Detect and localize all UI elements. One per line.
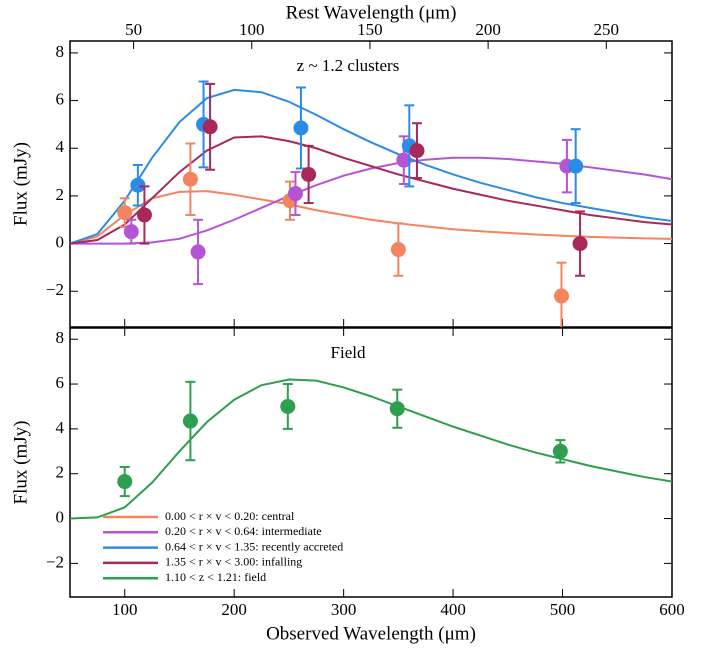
data-point bbox=[389, 401, 405, 417]
legend-label: 1.35 < r × v < 3.00: infalling bbox=[165, 555, 302, 569]
y-tick-label: 0 bbox=[56, 507, 65, 526]
legend-label: 1.10 < z < 1.21: field bbox=[165, 570, 266, 584]
model-curve bbox=[69, 190, 673, 245]
y-tick-label: 2 bbox=[56, 463, 65, 482]
model-curve bbox=[69, 135, 673, 245]
y-tick-label: 6 bbox=[56, 373, 65, 392]
data-point bbox=[390, 242, 406, 258]
x-tick-label: 300 bbox=[331, 600, 357, 619]
y-tick-label: −2 bbox=[46, 280, 64, 299]
y-tick-label: 0 bbox=[56, 232, 65, 251]
y-axis-label: Flux (mJy) bbox=[10, 142, 31, 226]
panel-title: z ~ 1.2 clusters bbox=[297, 56, 400, 75]
data-point bbox=[123, 224, 139, 240]
x2-tick-label: 200 bbox=[475, 20, 501, 39]
data-point bbox=[136, 207, 152, 223]
x-tick-label: 600 bbox=[659, 600, 685, 619]
x-tick-label: 400 bbox=[440, 600, 466, 619]
x-tick-label: 200 bbox=[221, 600, 247, 619]
x2-tick-label: 50 bbox=[125, 20, 142, 39]
y-tick-label: 4 bbox=[56, 418, 65, 437]
model-curve bbox=[69, 88, 673, 245]
panel-title: Field bbox=[331, 343, 366, 362]
legend-label: 0.64 < r × v < 1.35: recently accreted bbox=[165, 539, 343, 553]
x2-tick-label: 150 bbox=[357, 20, 383, 39]
model-curve bbox=[69, 378, 673, 520]
data-point bbox=[568, 158, 584, 174]
x2-tick-label: 250 bbox=[594, 20, 620, 39]
data-point bbox=[553, 288, 569, 304]
data-point bbox=[190, 244, 206, 260]
data-point bbox=[293, 120, 309, 136]
data-point bbox=[182, 171, 198, 187]
data-point bbox=[117, 474, 133, 490]
x-axis-label: Observed Wavelength (μm) bbox=[266, 623, 476, 644]
legend-label: 0.00 < r × v < 0.20: central bbox=[165, 509, 295, 523]
plot-frame bbox=[69, 40, 673, 328]
y-tick-label: 4 bbox=[56, 137, 65, 156]
y-tick-label: −2 bbox=[46, 552, 64, 571]
x2-axis-label: Rest Wavelength (μm) bbox=[286, 2, 457, 23]
data-point bbox=[280, 398, 296, 414]
y-tick-label: 8 bbox=[56, 42, 65, 61]
data-point bbox=[202, 119, 218, 135]
plot-frame bbox=[69, 327, 673, 598]
data-point bbox=[182, 413, 198, 429]
data-point bbox=[409, 143, 425, 159]
data-point bbox=[301, 166, 317, 182]
y-tick-label: 6 bbox=[56, 89, 65, 108]
data-point bbox=[572, 236, 588, 252]
data-point bbox=[130, 177, 146, 193]
model-curve bbox=[70, 156, 673, 245]
x-tick-label: 500 bbox=[550, 600, 576, 619]
y-tick-label: 2 bbox=[56, 185, 65, 204]
y-tick-label: 8 bbox=[56, 328, 65, 347]
data-point bbox=[552, 443, 568, 459]
data-point bbox=[287, 186, 303, 202]
data-point bbox=[117, 205, 133, 221]
legend-label: 0.20 < r × v < 0.64: intermediate bbox=[165, 524, 322, 538]
x-tick-label: 100 bbox=[112, 600, 138, 619]
y-axis-label: Flux (mJy) bbox=[10, 421, 31, 505]
data-point bbox=[396, 152, 412, 168]
x2-tick-label: 100 bbox=[239, 20, 265, 39]
